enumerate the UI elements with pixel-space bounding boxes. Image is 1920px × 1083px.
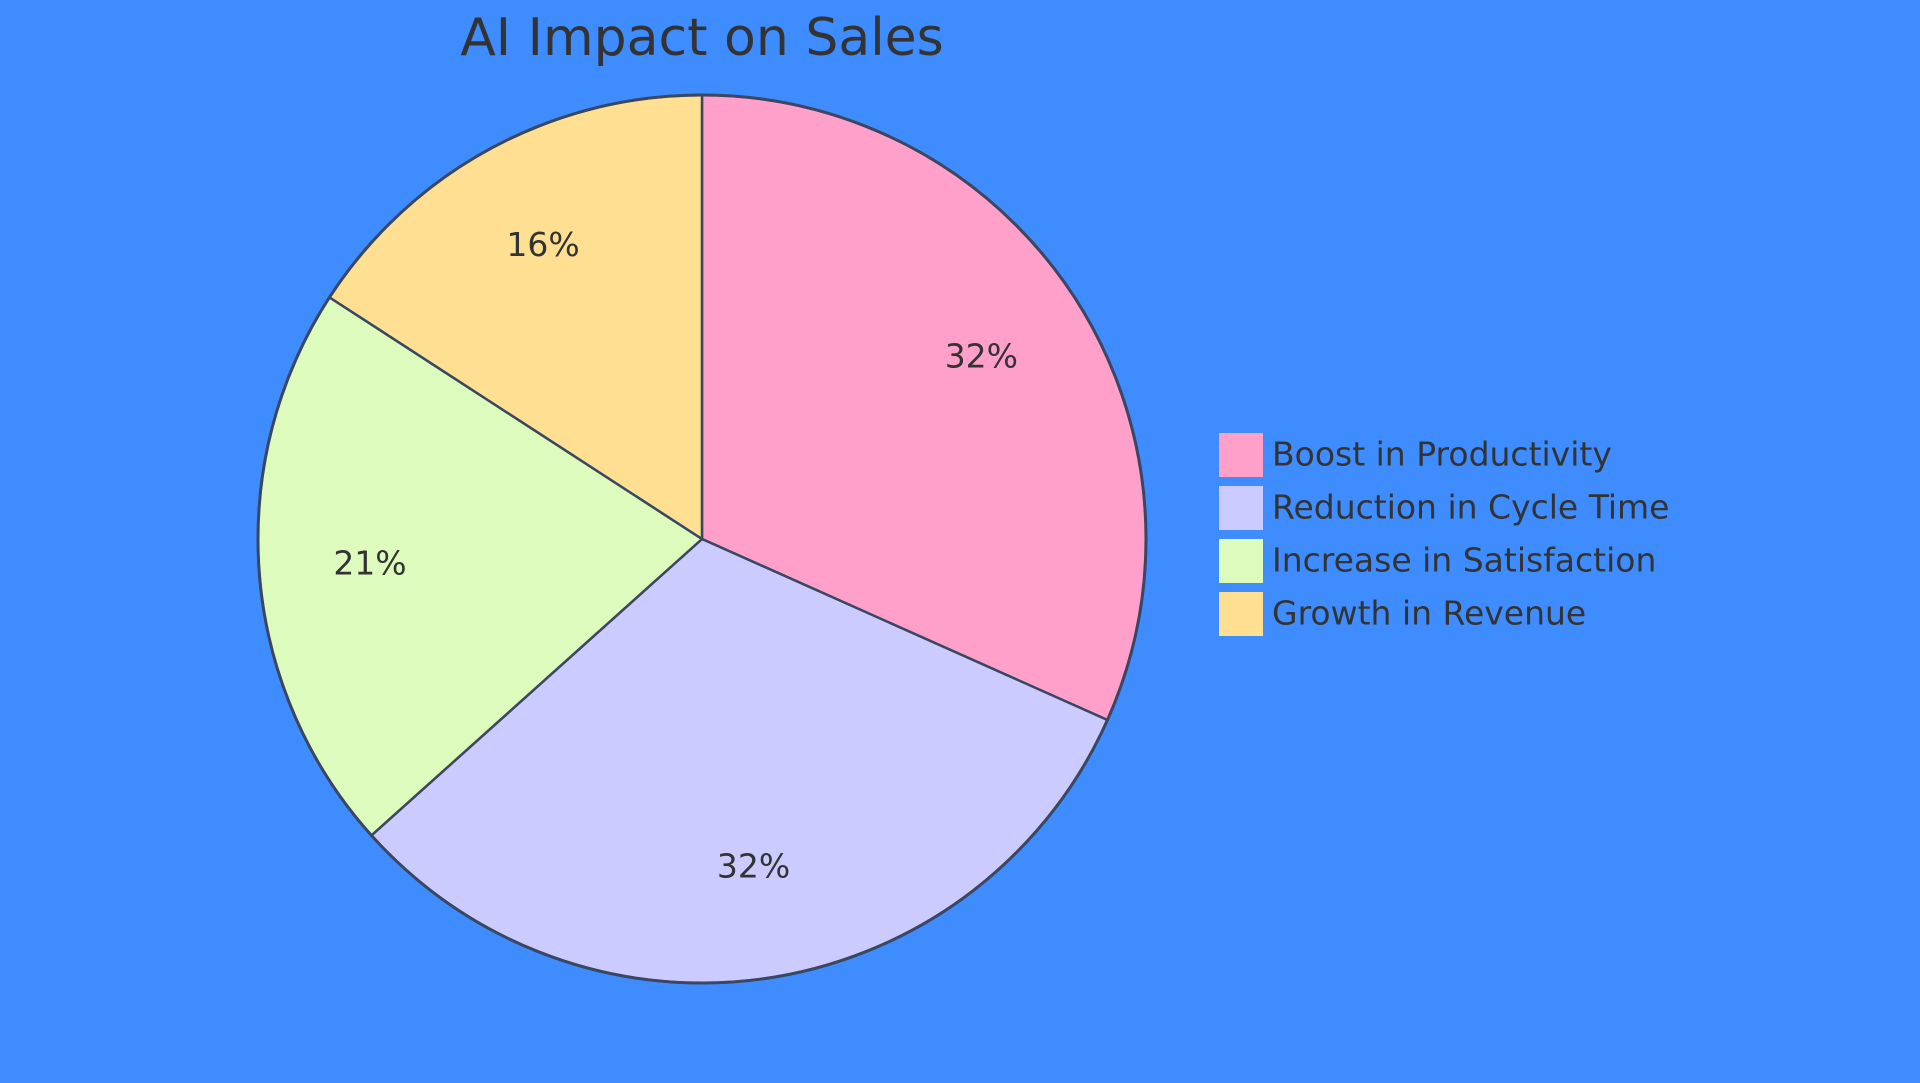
pie-slices xyxy=(256,93,1148,985)
slice-value-label: 21% xyxy=(333,543,406,582)
legend-item-increase-in-satisfaction: Increase in Satisfaction xyxy=(1217,537,1656,585)
pie-outline xyxy=(256,93,1148,985)
legend-swatch xyxy=(1217,484,1265,532)
pie-slice-labels: 32% 32% 21% 16% xyxy=(333,225,1018,886)
legend-item-reduction-in-cycle-time: Reduction in Cycle Time xyxy=(1217,484,1669,532)
legend-item-growth-in-revenue: Growth in Revenue xyxy=(1217,590,1586,638)
legend-item-boost-in-productivity: Boost in Productivity xyxy=(1217,431,1612,479)
legend-label: Boost in Productivity xyxy=(1272,435,1612,474)
legend-swatch xyxy=(1217,537,1265,585)
slice-value-label: 32% xyxy=(945,336,1018,375)
legend: Boost in Productivity Reduction in Cycle … xyxy=(1217,431,1669,638)
slice-value-label: 32% xyxy=(717,846,790,885)
legend-swatch xyxy=(1217,431,1265,479)
legend-label: Reduction in Cycle Time xyxy=(1272,488,1669,527)
legend-label: Increase in Satisfaction xyxy=(1272,541,1656,580)
slice-value-label: 16% xyxy=(506,225,579,264)
chart-title: AI Impact on Sales xyxy=(460,8,944,68)
legend-label: Growth in Revenue xyxy=(1272,594,1586,633)
legend-swatch xyxy=(1217,590,1265,638)
